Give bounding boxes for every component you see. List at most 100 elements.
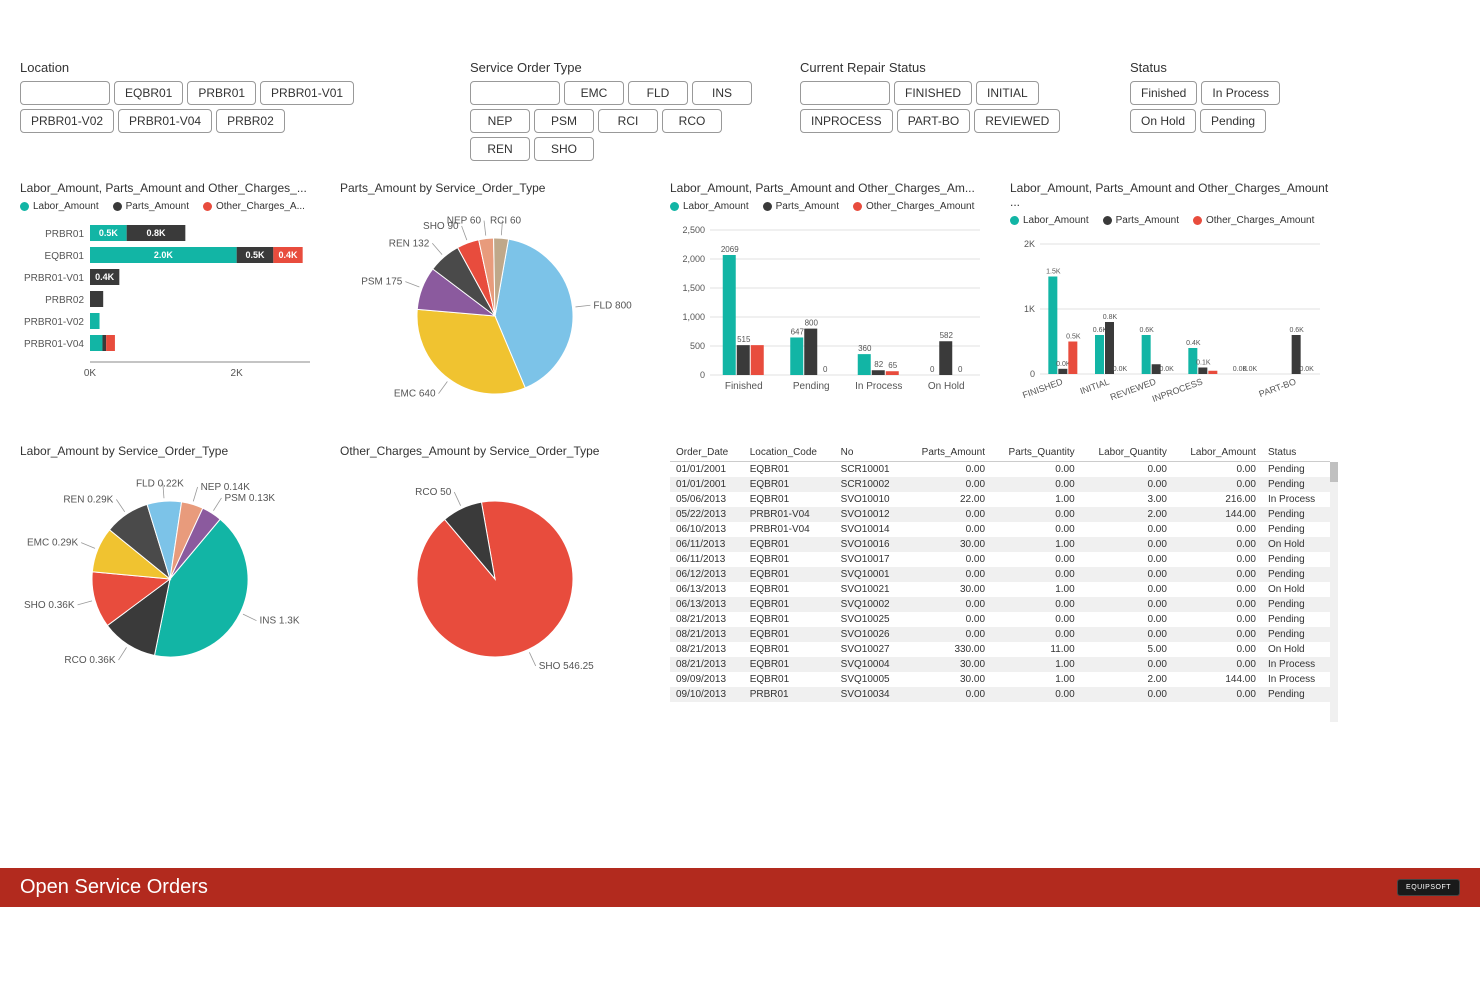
current-repair-status-option[interactable]: INPROCESS	[800, 109, 893, 133]
table-row[interactable]: 01/01/2001EQBR01SCR100020.000.000.000.00…	[670, 477, 1330, 492]
status-option[interactable]: In Process	[1201, 81, 1280, 105]
table-row[interactable]: 01/01/2001EQBR01SCR100010.000.000.000.00…	[670, 462, 1330, 478]
location-option[interactable]: PRBR02	[216, 109, 285, 133]
svg-text:EQBR01: EQBR01	[45, 251, 85, 262]
chart1-hbar[interactable]: Labor_Amount, Parts_Amount and Other_Cha…	[20, 181, 320, 419]
service-order-type-option[interactable]: PSM	[534, 109, 594, 133]
location-option[interactable]: PRBR01-V04	[118, 109, 212, 133]
table-header[interactable]: Labor_Amount	[1173, 444, 1262, 462]
current-repair-status-option[interactable]: REVIEWED	[974, 109, 1060, 133]
table-header[interactable]: Status	[1262, 444, 1330, 462]
service-order-type-option[interactable]: NEP	[470, 109, 530, 133]
table-row[interactable]: 06/13/2013EQBR01SVQ100020.000.000.000.00…	[670, 597, 1330, 612]
table-cell: 0.00	[1081, 462, 1173, 478]
service-order-type-option[interactable]: FLD	[628, 81, 688, 105]
service-order-type-option[interactable]: INS	[692, 81, 752, 105]
chart3-bar[interactable]: Labor_Amount, Parts_Amount and Other_Cha…	[670, 181, 990, 419]
svg-text:RCO 0.36K: RCO 0.36K	[64, 655, 115, 666]
orders-table[interactable]: Order_DateLocation_CodeNoParts_AmountPar…	[670, 444, 1330, 702]
table-header[interactable]: Parts_Amount	[905, 444, 991, 462]
legend-item: Other_Charges_A...	[203, 201, 305, 212]
service-order-type-option[interactable]: RCO	[662, 109, 722, 133]
table-row[interactable]: 06/11/2013EQBR01SVO1001630.001.000.000.0…	[670, 537, 1330, 552]
table-cell: 1.00	[991, 582, 1081, 597]
table-cell: 08/21/2013	[670, 612, 744, 627]
table-cell: 0.00	[991, 462, 1081, 478]
status-option[interactable]: Pending	[1200, 109, 1266, 133]
legend-item: Labor_Amount	[1010, 215, 1089, 226]
table-row[interactable]: 08/21/2013EQBR01SVO100250.000.000.000.00…	[670, 612, 1330, 627]
service-order-type-option[interactable]: REN	[470, 137, 530, 161]
table-row[interactable]: 06/11/2013EQBR01SVO100170.000.000.000.00…	[670, 552, 1330, 567]
chart1-svg[interactable]: PRBR010.5K0.8KEQBR012.0K0.5K0.4KPRBR01-V…	[20, 220, 320, 395]
table-row[interactable]: 05/06/2013EQBR01SVO1001022.001.003.00216…	[670, 492, 1330, 507]
table-cell: 0.00	[1081, 477, 1173, 492]
chart4-svg[interactable]: 01K2K1.5K0.0K0.5KFINISHED0.6K0.8K0.0KINI…	[1010, 234, 1330, 409]
chart2-svg[interactable]: FLD 800EMC 640PSM 175REN 132SHO 90NEP 60…	[340, 201, 650, 416]
legend-item: Parts_Amount	[763, 201, 839, 212]
table-header[interactable]: Parts_Quantity	[991, 444, 1081, 462]
table-row[interactable]: 06/12/2013EQBR01SVQ100010.000.000.000.00…	[670, 567, 1330, 582]
service-order-type-option[interactable]: EMC	[564, 81, 624, 105]
svg-text:Finished: Finished	[725, 381, 763, 392]
table-cell: 144.00	[1173, 507, 1262, 522]
table-cell: 1.00	[991, 537, 1081, 552]
table-cell: 0.00	[905, 507, 991, 522]
current-repair-status-option[interactable]: FINISHED	[894, 81, 972, 105]
table-row[interactable]: 06/10/2013PRBR01-V04SVO100140.000.000.00…	[670, 522, 1330, 537]
location-option[interactable]: PRBR01	[187, 81, 256, 105]
svg-text:0.1K: 0.1K	[1196, 360, 1211, 367]
location-option[interactable]: PRBR01-V02	[20, 109, 114, 133]
table-header[interactable]: Location_Code	[744, 444, 835, 462]
table-cell: 3.00	[1081, 492, 1173, 507]
chart4-bar[interactable]: Labor_Amount, Parts_Amount and Other_Cha…	[1010, 181, 1330, 419]
service-order-type-option[interactable]: RCI	[598, 109, 658, 133]
table-scrollbar[interactable]	[1330, 462, 1338, 722]
table-cell: 0.00	[1173, 462, 1262, 478]
table-row[interactable]: 09/10/2013PRBR01SVO100340.000.000.000.00…	[670, 687, 1330, 702]
current-repair-status-option[interactable]: PART-BO	[897, 109, 971, 133]
table-row[interactable]: 09/09/2013EQBR01SVQ1000530.001.002.00144…	[670, 672, 1330, 687]
table-cell: 216.00	[1173, 492, 1262, 507]
table-cell: 0.00	[991, 567, 1081, 582]
legend-item: Parts_Amount	[1103, 215, 1179, 226]
chart1-title: Labor_Amount, Parts_Amount and Other_Cha…	[20, 181, 320, 195]
service-order-type-option[interactable]	[470, 81, 560, 105]
table-cell: 0.00	[991, 627, 1081, 642]
table-cell: SVO10034	[835, 687, 905, 702]
svg-text:SHO 0.36K: SHO 0.36K	[24, 600, 75, 611]
table-header[interactable]: Order_Date	[670, 444, 744, 462]
table-cell: 06/12/2013	[670, 567, 744, 582]
table-header[interactable]: No	[835, 444, 905, 462]
svg-text:0.5K: 0.5K	[99, 228, 119, 238]
location-option[interactable]: PRBR01-V01	[260, 81, 354, 105]
table-cell: 0.00	[1173, 657, 1262, 672]
table-cell: In Process	[1262, 657, 1330, 672]
current-repair-status-option[interactable]	[800, 81, 890, 105]
current-repair-status-option[interactable]: INITIAL	[976, 81, 1039, 105]
chart6-svg[interactable]: SHO 546.25RCO 50	[340, 464, 650, 679]
table-row[interactable]: 05/22/2013PRBR01-V04SVO100120.000.002.00…	[670, 507, 1330, 522]
status-option[interactable]: On Hold	[1130, 109, 1196, 133]
status-option[interactable]: Finished	[1130, 81, 1197, 105]
svg-text:Pending: Pending	[793, 381, 830, 392]
location-option[interactable]: EQBR01	[114, 81, 183, 105]
legend-item: Parts_Amount	[113, 201, 189, 212]
svg-text:0: 0	[1030, 369, 1035, 379]
table-cell: 0.00	[1173, 642, 1262, 657]
table-row[interactable]: 08/21/2013EQBR01SVO100260.000.000.000.00…	[670, 627, 1330, 642]
table-row[interactable]: 08/21/2013EQBR01SVQ1000430.001.000.000.0…	[670, 657, 1330, 672]
chart3-svg[interactable]: 05001,0001,5002,0002,5002069515Finished6…	[670, 220, 990, 395]
chart5-pie[interactable]: Labor_Amount by Service_Order_Type INS 1…	[20, 444, 320, 702]
table-header[interactable]: Labor_Quantity	[1081, 444, 1173, 462]
chart6-pie[interactable]: Other_Charges_Amount by Service_Order_Ty…	[340, 444, 650, 702]
svg-text:2,000: 2,000	[682, 254, 705, 264]
svg-text:INPROCESS: INPROCESS	[1151, 376, 1204, 404]
table-row[interactable]: 06/13/2013EQBR01SVO1002130.001.000.000.0…	[670, 582, 1330, 597]
chart2-pie[interactable]: Parts_Amount by Service_Order_Type FLD 8…	[340, 181, 650, 419]
table-cell: 05/06/2013	[670, 492, 744, 507]
location-option[interactable]	[20, 81, 110, 105]
table-row[interactable]: 08/21/2013EQBR01SVO10027330.0011.005.000…	[670, 642, 1330, 657]
service-order-type-option[interactable]: SHO	[534, 137, 594, 161]
chart5-svg[interactable]: INS 1.3KRCO 0.36KSHO 0.36KEMC 0.29KREN 0…	[20, 464, 320, 679]
